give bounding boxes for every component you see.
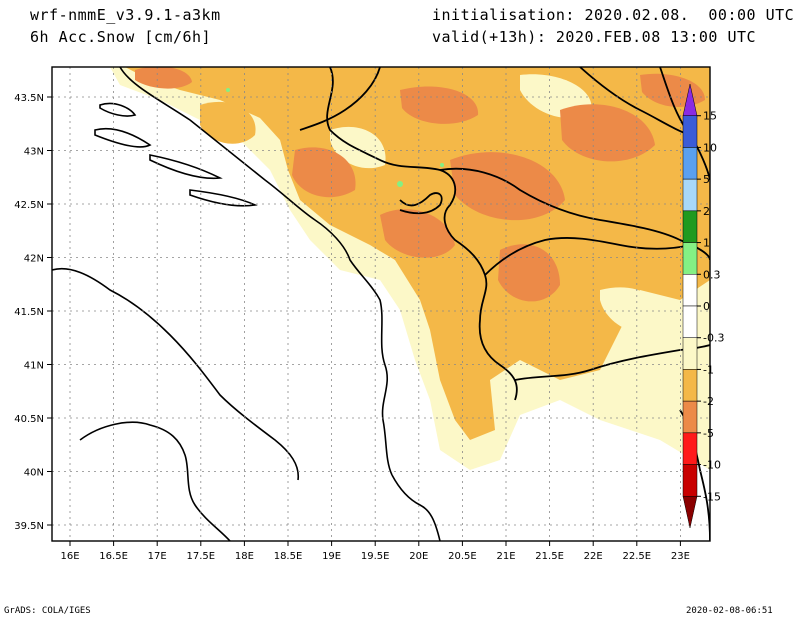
- colorbar-segment: [682, 464, 698, 497]
- lat-tick-label: 42.5N: [14, 200, 44, 211]
- colorbar-label: -10: [703, 459, 721, 472]
- border-line: [514, 344, 710, 381]
- colorbar-label: 1: [703, 237, 710, 250]
- snow-green-dot: [397, 181, 403, 187]
- colorbar: 15 10 5 2 1 0.3 0 -0.3 -1 -2 -5 -10 -15: [682, 83, 724, 529]
- snow-heavy-patch: [450, 152, 565, 221]
- field-label: 6h Acc.Snow [cm/6h]: [30, 28, 212, 46]
- snow-light-patch: [330, 126, 386, 169]
- lat-tick-label: 41.5N: [14, 307, 44, 318]
- colorbar-label: -15: [703, 490, 721, 503]
- colorbar-label: 0: [703, 300, 710, 313]
- lon-tick-label: 23E: [671, 551, 690, 562]
- lon-tick-label: 16E: [60, 551, 79, 562]
- snow-green-dot: [226, 88, 230, 92]
- lon-tick-label: 22E: [584, 551, 603, 562]
- colorbar-label: -5: [703, 427, 714, 440]
- lat-tick-label: 41N: [24, 361, 44, 372]
- snow-field: [110, 67, 710, 470]
- lon-tick-label: 20E: [409, 551, 428, 562]
- border-line: [326, 67, 518, 401]
- snow-heavy-patch: [498, 244, 560, 302]
- lat-tick-label: 40N: [24, 468, 44, 479]
- lon-axis: 16E 16.5E 17E 17.5E 18E 18.5E 19E 19.5E 20E 20.5E…: [60, 541, 690, 562]
- lon-tick-label: 17.5E: [187, 551, 216, 562]
- snow-heavy-patch: [560, 104, 655, 162]
- colorbar-segment: [682, 305, 698, 338]
- colorbar-segment: [682, 400, 698, 434]
- snow-heavy-patch: [135, 67, 192, 89]
- colorbar-segment: [682, 242, 698, 275]
- lon-tick-label: 18.5E: [274, 551, 303, 562]
- colorbar-label: 10: [703, 141, 717, 154]
- colorbar-segment: [682, 337, 698, 370]
- island-3: [189, 189, 258, 207]
- lon-tick-label: 19E: [322, 551, 341, 562]
- colorbar-segment: [682, 178, 698, 212]
- valid-label: valid(+13h): 2020.FEB.08 13:00 UTC: [432, 28, 757, 46]
- coastlines: [52, 67, 710, 541]
- island-4: [99, 102, 137, 117]
- colorbar-label: 15: [703, 110, 717, 123]
- lat-tick-label: 43N: [24, 147, 44, 158]
- colorbar-label: -2: [703, 395, 714, 408]
- snow-heavy-patch: [400, 86, 479, 124]
- lon-tick-label: 22.5E: [623, 551, 652, 562]
- grads-credit: GrADS: COLA/IGES: [4, 606, 91, 616]
- lat-tick-label: 42N: [24, 254, 44, 265]
- colorbar-segment: [682, 210, 698, 243]
- init-label: initialisation: 2020.02.08. 00:00 UTC: [432, 6, 795, 24]
- colorbar-segment: [682, 115, 698, 148]
- border-line: [399, 192, 443, 215]
- lat-axis: 43.5N 43N 42.5N 42N 41.5N 41N 40.5N 40N 39.5N: [14, 93, 52, 532]
- colorbar-label: 0.3: [703, 268, 721, 281]
- border-line: [579, 67, 691, 136]
- colorbar-label: -0.3: [703, 332, 724, 345]
- map-frame: [51, 66, 711, 542]
- colorbar-segment: [682, 147, 698, 180]
- snow-heavy-patch: [292, 147, 356, 198]
- border-line: [299, 67, 381, 131]
- ionian-coast: [391, 474, 441, 541]
- snow-green-dot: [440, 163, 444, 167]
- colorbar-segment: [682, 432, 698, 465]
- colorbar-cap-bottom: [682, 496, 698, 529]
- colorbar-label: 2: [703, 205, 710, 218]
- island-2: [149, 154, 223, 180]
- colorbar-segment: [682, 369, 698, 402]
- plot-timestamp: 2020-02-08-06:51: [686, 606, 773, 616]
- lat-tick-label: 43.5N: [14, 93, 44, 104]
- lat-tick-label: 40.5N: [14, 414, 44, 425]
- border-line: [484, 237, 691, 276]
- colorbar-label: -1: [703, 363, 714, 376]
- snow-medium-patch: [200, 101, 256, 144]
- adriatic-coast-east: [119, 67, 393, 476]
- italy-heel: [79, 421, 231, 541]
- adriatic-coast-west: [52, 267, 300, 481]
- lat-tick-label: 39.5N: [14, 521, 44, 532]
- model-label: wrf-nmmE_v3.9.1-a3km: [30, 6, 221, 24]
- snow-light-patch: [600, 287, 662, 333]
- lon-tick-label: 17E: [148, 551, 167, 562]
- lon-tick-label: 16.5E: [99, 551, 128, 562]
- lon-tick-label: 19.5E: [361, 551, 390, 562]
- lon-tick-label: 21.5E: [535, 551, 564, 562]
- snow-heavy-patch: [380, 209, 455, 258]
- lon-tick-label: 18E: [235, 551, 254, 562]
- graticule: [52, 67, 710, 541]
- colorbar-label: 5: [703, 173, 710, 186]
- colorbar-segment: [682, 274, 698, 307]
- lon-tick-label: 21E: [496, 551, 515, 562]
- lon-tick-label: 20.5E: [448, 551, 477, 562]
- island-1: [94, 127, 152, 148]
